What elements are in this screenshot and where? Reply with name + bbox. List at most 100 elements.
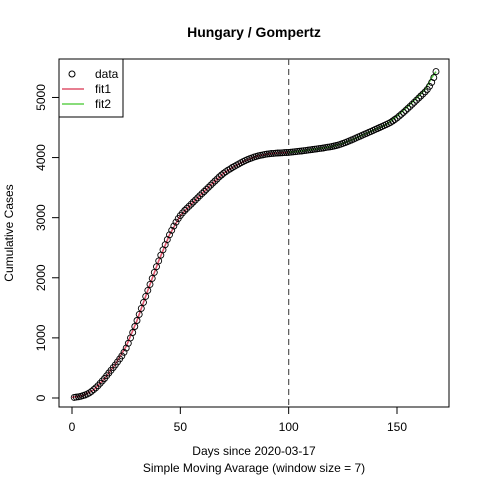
data-point [85,389,93,397]
data-point [408,100,416,108]
data-point [185,202,193,210]
data-point [417,92,425,100]
data-point [148,274,156,282]
data-point [276,149,284,157]
data-point [270,149,277,157]
data-point [189,198,197,206]
data-point [153,263,160,271]
data-point [278,149,286,157]
data-point [415,94,423,102]
data-point [283,149,290,156]
data-point [200,188,208,195]
data-point [187,200,195,208]
data-point [421,88,429,96]
data-point [181,207,189,214]
data-point [432,68,440,76]
data-point [172,218,180,226]
series-line-fit1 [71,151,289,399]
x-tick-label: 150 [387,420,407,434]
data-point [202,185,210,193]
legend-symbol-data [68,70,76,78]
x-axis-sublabel: Simple Moving Avarage (window size = 7) [143,461,365,475]
data-point [293,147,301,155]
data-point [146,280,154,288]
chart-title: Hungary / Gompertz [187,24,321,40]
data-point [192,196,199,204]
data-point [404,104,412,112]
x-axis-label: Days since 2020-03-17 [192,444,316,458]
x-tick-label: 100 [279,420,299,434]
data-point [170,222,178,230]
data-point [218,171,225,179]
data-point [131,323,139,330]
data-point [430,74,438,82]
data-point [397,110,405,118]
data-point [144,286,152,294]
data-point [194,194,202,202]
data-point [140,298,147,306]
data-point [198,190,206,198]
data-point [129,329,137,336]
data-point [313,145,321,153]
data-point [419,90,427,98]
data-point [215,173,223,181]
data-point [72,393,80,401]
data-point [274,149,282,157]
y-tick-label: 2000 [34,264,48,291]
data-point [395,112,403,120]
data-point [287,148,295,156]
y-axis: 0 1000 2000 3000 4000 5000 [34,84,59,401]
data-point [135,310,143,318]
data-point [120,348,128,356]
data-point [302,146,310,154]
series-line-fit2 [288,71,437,154]
data-point [280,149,288,157]
x-axis: 0 50 100 150 [69,407,407,434]
data-point [88,387,95,395]
data-point [96,379,104,387]
y-tick-label: 0 [34,394,48,401]
data-point [296,147,303,155]
data-point [289,148,297,156]
x-tick-label: 50 [174,420,188,434]
data-point [315,145,323,153]
plot-box [58,58,450,408]
legend-label-fit1: fit1 [95,82,111,96]
data-point [142,292,150,300]
data-point [285,148,293,156]
x-tick-label: 0 [69,420,76,434]
data-point [179,209,186,217]
data-point [267,150,275,157]
data-point [413,96,420,104]
data-point [150,268,158,276]
legend-label-data: data [95,67,119,81]
legend-label-fit2: fit2 [95,97,111,111]
data-point [207,181,215,189]
y-tick-label: 1000 [34,324,48,351]
data-point [133,317,141,324]
data-point [263,150,271,158]
data-point [406,102,414,110]
y-axis-label: Cumulative Cases [2,184,16,281]
data-point [98,377,106,385]
data-point [393,114,401,122]
data-point [183,204,191,212]
data-point [410,98,418,106]
data-point [261,150,269,158]
data-point [94,382,102,390]
fit-lines [71,71,437,399]
y-tick-label: 5000 [34,84,48,111]
data-point [137,304,145,312]
y-tick-label: 3000 [34,204,48,231]
data-point [209,179,217,187]
data-point [402,106,410,114]
data-point [118,352,126,360]
data-points [70,68,440,401]
data-point [213,175,221,183]
data-point [90,386,98,394]
data-point [426,82,433,90]
data-point [400,108,407,116]
data-point [309,146,316,153]
